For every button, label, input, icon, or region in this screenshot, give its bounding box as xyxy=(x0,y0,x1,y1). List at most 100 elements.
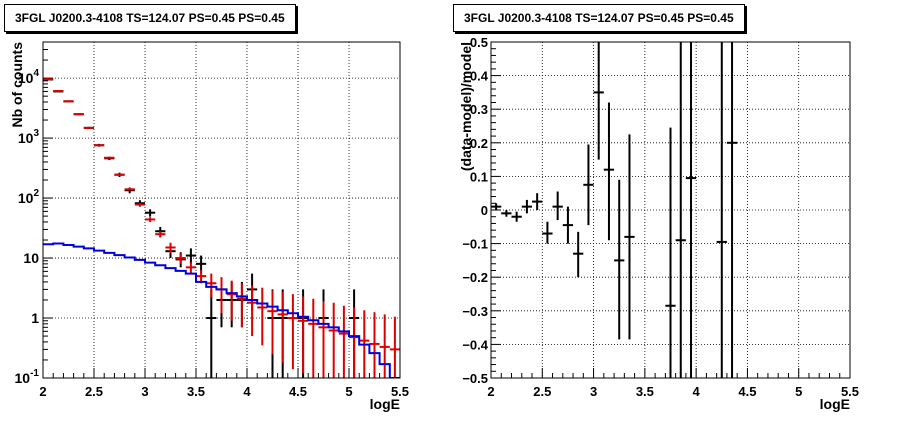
errorbar-point xyxy=(226,280,237,321)
errorbar-point xyxy=(53,89,64,92)
errorbar-point xyxy=(685,42,697,378)
y-tick-label: 0.1 xyxy=(470,169,488,184)
errorbar-point xyxy=(247,285,258,337)
y-tick-label: 103 xyxy=(18,128,40,146)
errorbar-point xyxy=(583,144,594,226)
errorbar-point xyxy=(665,127,676,378)
errorbar-point xyxy=(338,305,349,378)
errorbar-point xyxy=(277,292,288,363)
errorbar-point xyxy=(63,100,74,103)
errorbar-point xyxy=(267,290,278,355)
errorbar-point xyxy=(206,289,217,378)
x-tick-label: 4 xyxy=(243,384,251,399)
x-tick-label: 5.5 xyxy=(841,384,859,399)
errorbar-point xyxy=(573,231,584,278)
y-tick-label: −0.5 xyxy=(462,371,488,386)
errorbar-point xyxy=(287,294,298,370)
errorbar-point xyxy=(73,113,84,116)
y-tick-label: −0.4 xyxy=(462,337,488,352)
right-chart-title: 3FGL J0200.3-4108 TS=124.07 PS=0.45 PS=0… xyxy=(453,4,745,32)
x-axis-label: logE xyxy=(370,396,400,412)
right-panel: 2 2.5 3 3.5 4 4.5 5 5.5 −0.5 −0.4 −0.3 −0.2 −0.1 0 0.1… xyxy=(449,0,898,421)
y-tick-label: 1 xyxy=(31,310,39,326)
x-tick-label: 5.5 xyxy=(391,384,409,399)
plot-area xyxy=(43,78,400,378)
errorbar-point xyxy=(349,307,360,378)
x-axis-label: logE xyxy=(820,396,850,412)
x-tick-label: 3.5 xyxy=(187,384,205,399)
errorbar-point xyxy=(593,42,604,160)
x-tick-label: 5 xyxy=(795,384,802,399)
y-axis-label: Nb of counts xyxy=(9,42,25,128)
errorbar-point xyxy=(308,298,319,378)
y-tick-label: 10-1 xyxy=(15,368,40,386)
errorbar-point xyxy=(521,199,533,214)
x-tick-label: 3 xyxy=(590,384,597,399)
y-tick-label: −0.2 xyxy=(462,270,488,285)
x-tick-label: 2 xyxy=(487,384,494,399)
y-tick-label: 0.3 xyxy=(470,102,488,117)
y-axis-label: (data-model)/model xyxy=(458,42,474,171)
plot-border xyxy=(490,41,851,379)
errorbar-point xyxy=(491,203,502,210)
y-tick-label: 0 xyxy=(481,203,488,218)
errorbar-point xyxy=(104,156,115,159)
x-tick-label: 3 xyxy=(141,384,148,399)
x-tick-label: 2.5 xyxy=(533,384,551,399)
errorbar-point xyxy=(369,312,380,378)
x-tick-label: 4.5 xyxy=(738,384,756,399)
errorbar-point xyxy=(389,316,400,378)
x-tick-label: 5 xyxy=(345,384,352,399)
errorbar-point xyxy=(94,144,105,147)
errorbar-point xyxy=(328,302,339,378)
y-tick-label: 0.4 xyxy=(470,69,489,84)
errorbar-point xyxy=(165,242,176,254)
errorbar-point xyxy=(624,134,635,340)
errorbar-point xyxy=(542,221,553,244)
x-tick-label: 2 xyxy=(39,384,46,399)
errorbar-point xyxy=(532,193,543,210)
errorbar-point xyxy=(298,296,309,374)
x-tick-label: 4.5 xyxy=(289,384,307,399)
errorbar-point xyxy=(603,102,615,241)
errorbar-point xyxy=(185,262,196,274)
errorbar-point xyxy=(145,209,156,217)
errorbar-point xyxy=(501,210,512,217)
plot-frame xyxy=(42,41,401,379)
y-tick-label: 102 xyxy=(18,188,40,206)
model-step-line xyxy=(43,242,400,378)
errorbar-point xyxy=(155,231,166,238)
errorbar-point xyxy=(257,287,268,346)
counts-chart: 2 2.5 3 3.5 4 4.5 5 5.5 10-1 1 10 102 103 104 logE Nb o… xyxy=(9,41,409,412)
plot-area xyxy=(491,42,738,378)
errorbar-point xyxy=(614,179,625,340)
errorbar-point xyxy=(206,273,217,298)
y-tick-label: −0.3 xyxy=(462,304,488,319)
errorbar-point xyxy=(145,217,156,222)
x-tick-label: 2.5 xyxy=(85,384,103,399)
errorbar-point xyxy=(552,191,563,221)
plot-border xyxy=(42,41,401,379)
errorbar-point xyxy=(185,248,196,264)
errorbar-point xyxy=(318,301,329,378)
errorbar-point xyxy=(562,206,574,244)
x-tick-label: 3.5 xyxy=(636,384,654,399)
errorbar-point xyxy=(675,42,686,378)
errorbar-point xyxy=(379,314,390,378)
y-tick-label: 0.2 xyxy=(470,136,488,151)
left-panel: 2 2.5 3 3.5 4 4.5 5 5.5 10-1 1 10 102 103 104 logE Nb o… xyxy=(4,4,409,412)
residuals-chart: 2 2.5 3 3.5 4 4.5 5 5.5 −0.5 −0.4 −0.3 −0.2 −0.1 0 0.1… xyxy=(458,35,859,412)
x-tick-label: 4 xyxy=(693,384,701,399)
y-tick-label: −0.1 xyxy=(462,237,488,252)
errorbar-point xyxy=(83,126,94,129)
errorbar-point xyxy=(43,78,54,81)
errorbar-point xyxy=(716,42,727,378)
errorbar-point xyxy=(175,253,186,264)
y-tick-label: 0.5 xyxy=(470,35,488,50)
y-tick-label: 10 xyxy=(23,250,39,266)
errorbar-point xyxy=(236,283,247,328)
errorbar-point xyxy=(114,173,125,176)
errorbar-point xyxy=(134,202,145,207)
left-chart-title: 3FGL J0200.3-4108 TS=124.07 PS=0.45 PS=0… xyxy=(4,4,296,32)
errorbar-point xyxy=(511,211,522,222)
